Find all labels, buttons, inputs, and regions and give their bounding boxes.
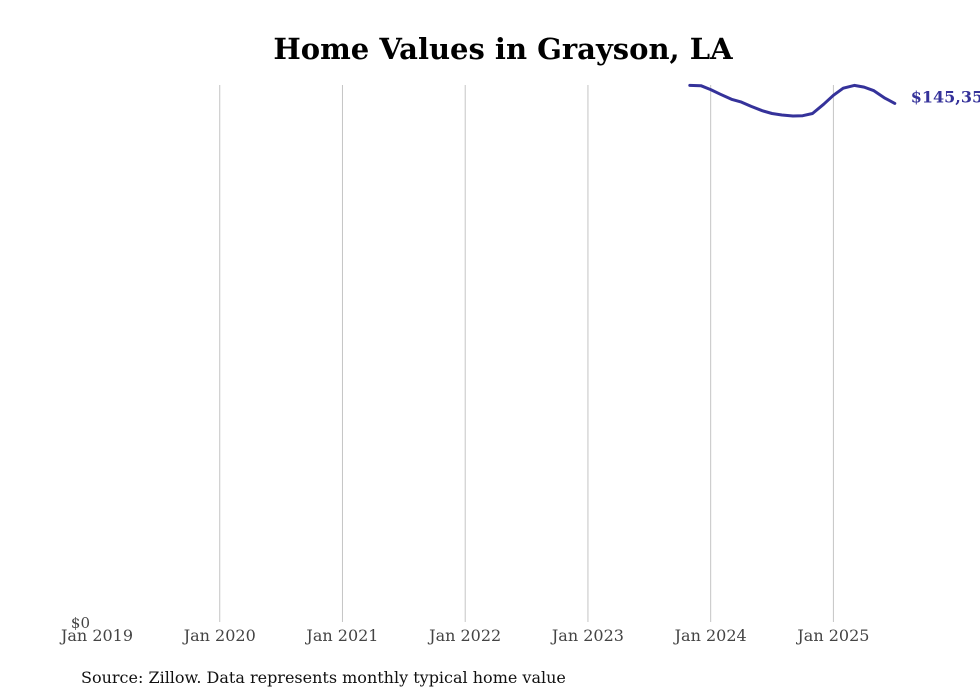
x-tick-label-2019: Jan 2019 xyxy=(59,626,133,645)
chart-title: Home Values in Grayson, LA xyxy=(273,32,733,66)
x-axis-ticks: Jan 2019 Jan 2020 Jan 2021 Jan 2022 Jan 2023… xyxy=(59,626,869,645)
source-note: Source: Zillow. Data represents monthly … xyxy=(81,668,566,687)
x-tick-label-2024: Jan 2024 xyxy=(673,626,747,645)
x-tick-label-2023: Jan 2023 xyxy=(550,626,624,645)
y-axis-label-zero: $0 xyxy=(71,614,90,632)
series-line-0 xyxy=(688,83,897,118)
gridlines xyxy=(219,85,834,622)
series-group: $145,352 xyxy=(688,83,980,118)
end-value-label: $145,352 xyxy=(911,87,980,106)
x-tick-label-2025: Jan 2025 xyxy=(795,626,869,645)
x-tick-label-2021: Jan 2021 xyxy=(304,626,378,645)
x-tick-label-2020: Jan 2020 xyxy=(182,626,256,645)
x-tick-label-2022: Jan 2022 xyxy=(427,626,501,645)
